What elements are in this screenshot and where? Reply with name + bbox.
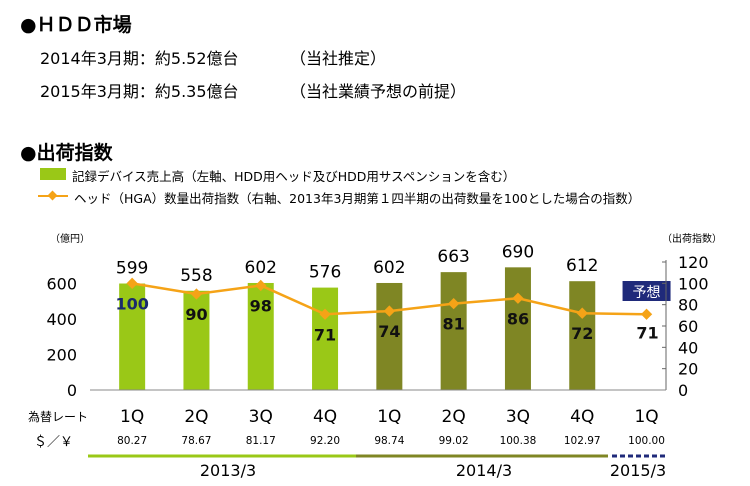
index-value-label: 81 [443, 315, 465, 334]
index-value-label: 98 [250, 296, 272, 315]
left-tick-label: 400 [46, 310, 77, 329]
index-value-label: 86 [507, 309, 529, 328]
exchange-rate-value: 80.27 [117, 435, 147, 447]
quarter-label: 2Q [184, 407, 208, 427]
quarter-label: 3Q [249, 407, 273, 427]
exchange-rate-value: 100.38 [500, 435, 537, 447]
index-value-label: 100 [115, 294, 148, 313]
left-tick-label: 600 [46, 274, 77, 293]
index-marker [512, 292, 524, 304]
right-tick-label: 60 [678, 317, 698, 336]
bar-4 [312, 287, 339, 390]
legend-bar-swatch [40, 168, 66, 180]
bar-7 [504, 267, 531, 390]
bar-1 [119, 283, 146, 390]
left-tick-label: 200 [46, 345, 77, 364]
right-tick-label: 40 [678, 338, 698, 357]
left-axis-unit: （億円） [50, 232, 90, 245]
index-marker [190, 288, 203, 300]
fiscal-year-label: 2014/3 [456, 461, 512, 480]
legend-line-label: ヘッド（HGA）数量出荷指数（右軸、2013年3月期第１四半期の出荷数量を100… [74, 191, 641, 206]
exchange-rate-value: 98.74 [374, 435, 404, 447]
left-tick-label: 0 [67, 381, 77, 400]
quarter-label: 1Q [120, 407, 144, 427]
bar-2 [183, 290, 210, 390]
forecast-badge-label: 予想 [633, 285, 661, 301]
index-value-label: 74 [378, 322, 400, 341]
right-tick-label: 20 [678, 360, 698, 379]
exchange-rate-value: 99.02 [439, 435, 469, 447]
bar-6 [440, 272, 467, 390]
quarter-label: 2Q [442, 407, 466, 427]
exchange-rate-unit: ＄／￥ [34, 435, 73, 450]
index-marker [640, 308, 653, 320]
index-marker [319, 308, 331, 320]
exchange-rate-value: 102.97 [564, 435, 601, 447]
bar-8 [569, 281, 596, 390]
fy2014-estimate: 2014年3月期：約5.52億台 [40, 49, 239, 68]
legend-bar-label: 記録デバイス売上高（左軸、HDD用ヘッド及びHDD用サスペンションを含む） [72, 169, 516, 184]
fy2014-estimate-note: （当社推定） [290, 49, 387, 68]
bar-value-label: 599 [116, 259, 148, 279]
right-axis-unit: （出荷指数） [662, 232, 722, 245]
bar-value-label: 602 [245, 258, 277, 278]
bar-value-label: 690 [502, 242, 534, 262]
fiscal-year-label: 2013/3 [200, 461, 256, 480]
hdd-market-title: ●ＨＤＤ市場 [20, 14, 132, 36]
quarter-label: 4Q [313, 407, 337, 427]
bar-value-label: 558 [180, 266, 212, 286]
bar-value-label: 663 [437, 247, 469, 267]
right-tick-label: 80 [678, 296, 698, 315]
fy2015-estimate: 2015年3月期：約5.35億台 [40, 82, 239, 101]
bar-5 [376, 282, 403, 390]
exchange-rate-value: 81.17 [246, 435, 276, 447]
fy2015-estimate-note: （当社業績予想の前提） [290, 82, 467, 101]
bar-value-label: 612 [566, 256, 598, 276]
exchange-rate-value: 92.20 [310, 435, 340, 447]
quarter-label: 3Q [506, 407, 530, 427]
index-marker [447, 297, 460, 310]
right-tick-label: 100 [678, 274, 709, 293]
index-marker [576, 307, 588, 319]
shipment-index-title: ●出荷指数 [20, 142, 113, 164]
fiscal-year-label: 2015/3 [610, 461, 666, 480]
quarter-label: 1Q [634, 407, 658, 427]
index-value-label: 90 [185, 305, 207, 324]
index-marker [126, 277, 138, 289]
forecast-badge [622, 281, 671, 301]
bar-value-label: 602 [373, 258, 405, 278]
right-tick-label: 120 [678, 253, 709, 272]
bar-value-label: 576 [309, 263, 341, 283]
exchange-rate-value: 78.67 [181, 435, 211, 447]
quarter-label: 4Q [570, 407, 594, 427]
index-marker [383, 305, 396, 317]
quarter-label: 1Q [377, 407, 401, 427]
exchange-rate-value: 100.00 [628, 435, 665, 447]
exchange-rate-label: 為替レート [28, 410, 88, 424]
index-value-label: 72 [571, 324, 593, 343]
index-marker [255, 279, 267, 292]
bar-3 [247, 282, 274, 390]
right-tick-label: 0 [678, 381, 688, 400]
index-value-label: 71 [636, 323, 658, 342]
index-value-label: 71 [314, 325, 336, 344]
